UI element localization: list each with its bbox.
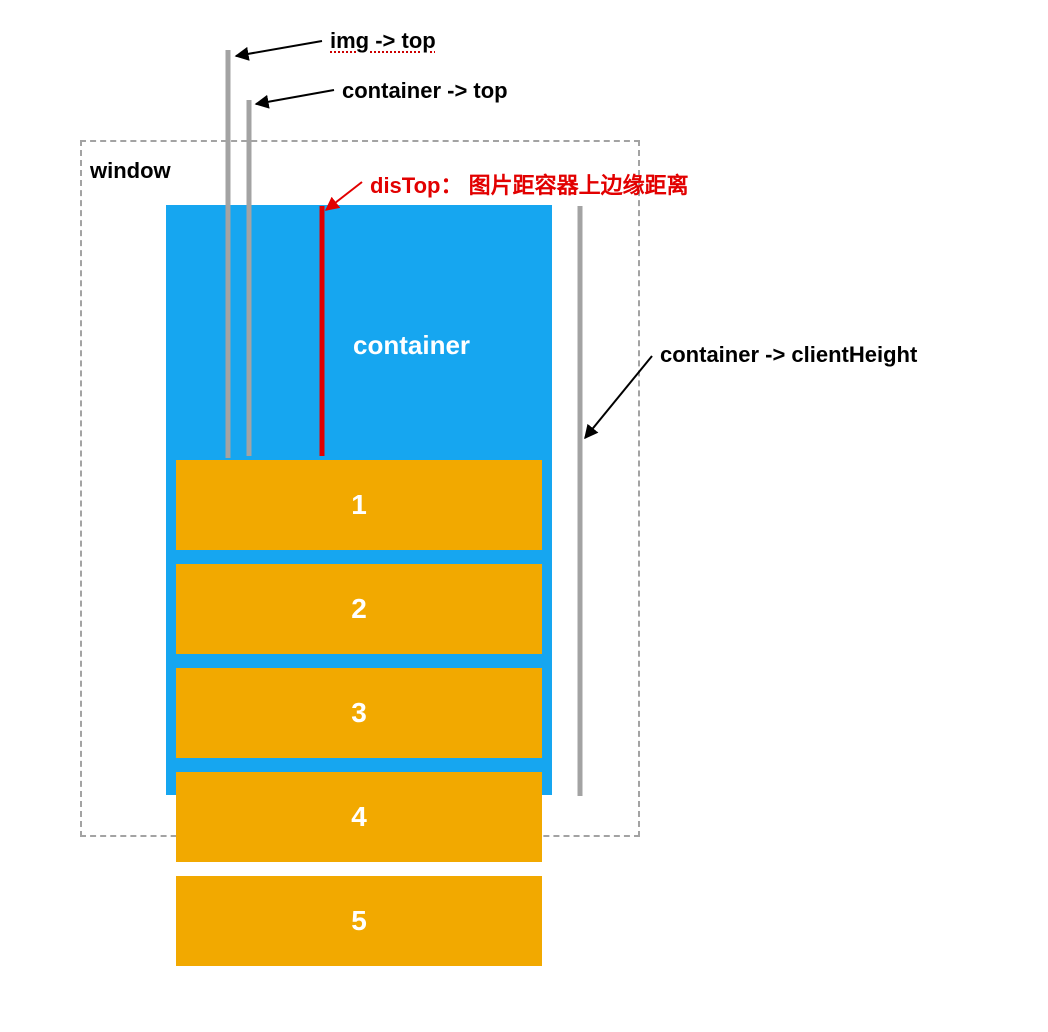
- diagram-stage: container 1 2 3 4 5 img -> top container -> …: [0, 0, 1048, 1032]
- item-1: 1: [176, 460, 542, 550]
- item-4: 4: [176, 772, 542, 862]
- label-clientheight: container -> clientHeight: [660, 342, 917, 368]
- label-window: window: [90, 158, 171, 184]
- item-3: 3: [176, 668, 542, 758]
- label-img-top: img -> top: [330, 28, 436, 54]
- label-distop: disTop： 图片距容器上边缘距离: [370, 168, 689, 200]
- container-label: container: [353, 330, 470, 361]
- label-container-top: container -> top: [342, 78, 508, 104]
- item-2: 2: [176, 564, 542, 654]
- item-5: 5: [176, 876, 542, 966]
- label-img-top-word: img -> top: [330, 28, 436, 53]
